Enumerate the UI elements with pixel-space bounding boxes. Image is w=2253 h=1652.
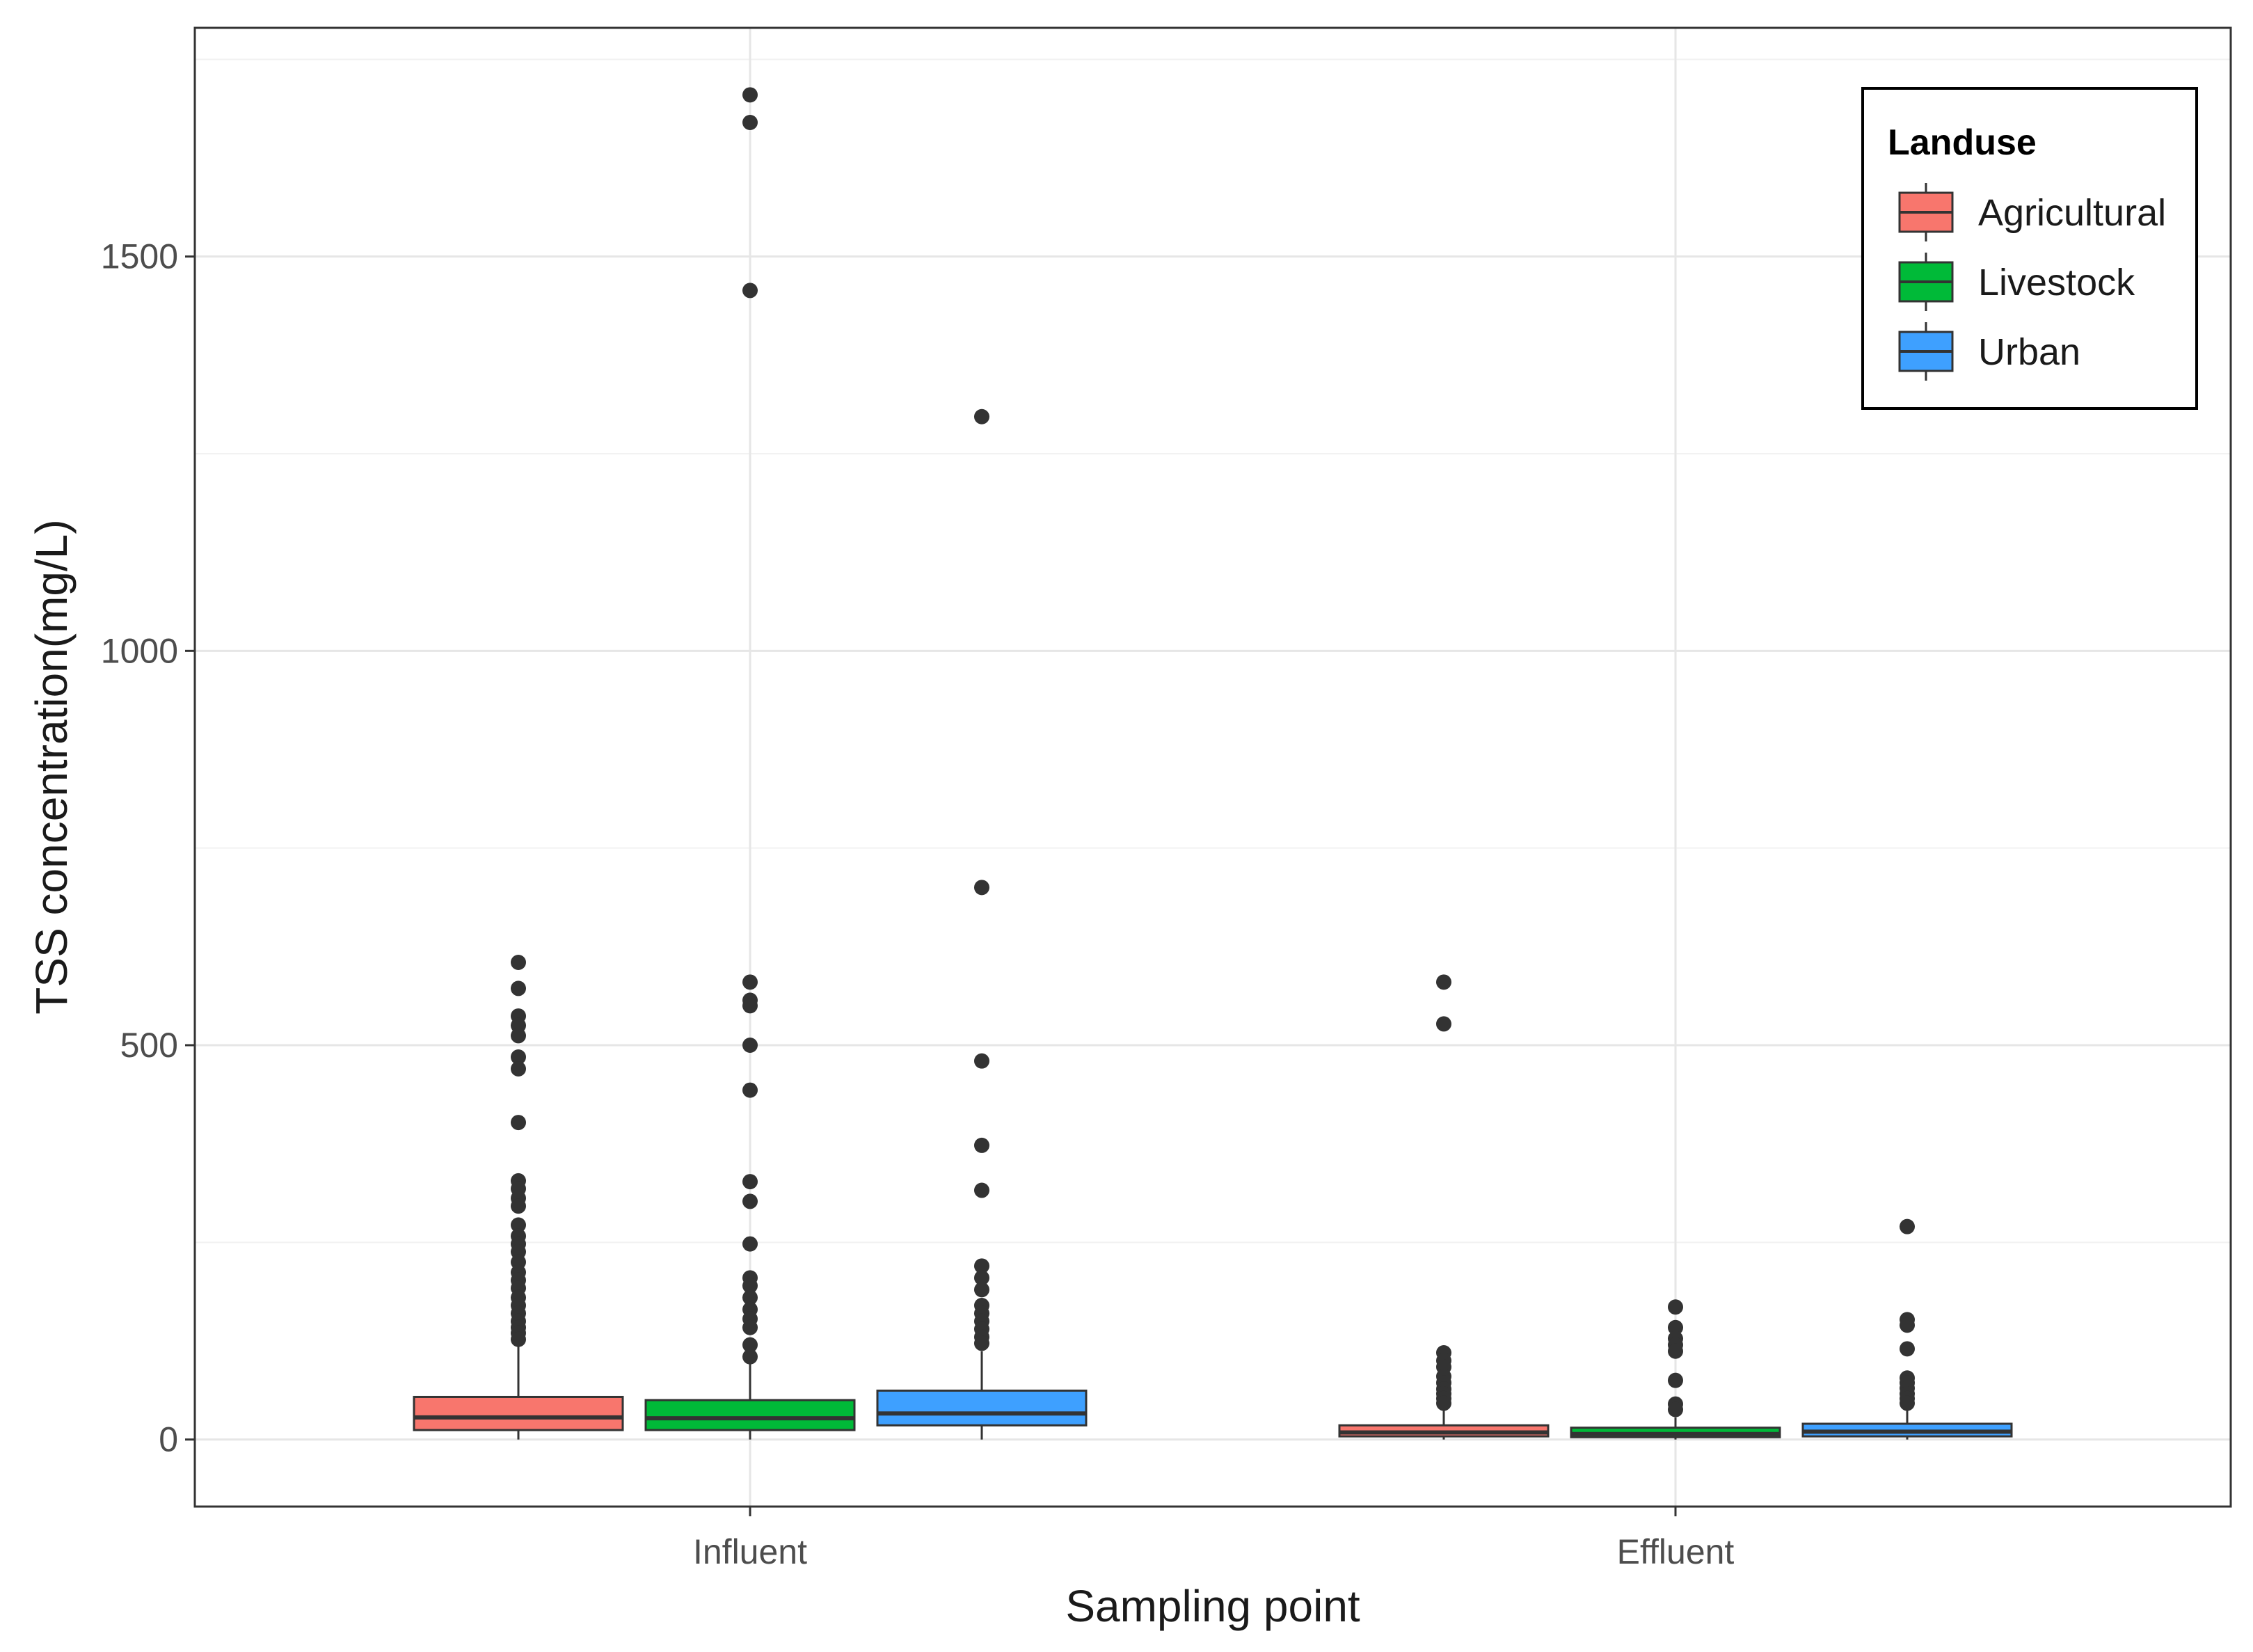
outlier-point <box>511 1028 526 1044</box>
legend-entry-agricultural: Agricultural <box>1898 183 2166 241</box>
box-agricultural-effluent <box>1338 974 1550 1440</box>
outlier-point <box>742 1038 758 1053</box>
y-tick-label: 1500 <box>101 237 178 276</box>
outlier-point <box>742 1289 758 1305</box>
box-iqr <box>644 1399 856 1431</box>
outlier-point <box>742 1337 758 1353</box>
outlier-point <box>511 1331 526 1347</box>
outlier-point <box>742 87 758 103</box>
outlier-point <box>1668 1299 1683 1315</box>
outlier-point <box>742 115 758 130</box>
legend-entry-urban: Urban <box>1898 322 2080 381</box>
box-urban-influent <box>876 408 1088 1440</box>
box-livestock-effluent <box>1570 1299 1781 1440</box>
outlier-point <box>1668 1319 1683 1335</box>
legend-label: Agricultural <box>1978 192 2166 234</box>
y-axis-title: TSS concentration(mg/L) <box>26 519 77 1014</box>
legend-entry-livestock: Livestock <box>1898 253 2135 311</box>
outlier-point <box>742 1278 758 1294</box>
outlier-point <box>974 1258 989 1274</box>
outlier-point <box>742 974 758 990</box>
outlier-point <box>511 1049 526 1065</box>
outlier-point <box>1900 1395 1915 1411</box>
legend-label: Livestock <box>1978 262 2135 303</box>
box-iqr <box>876 1389 1088 1427</box>
outlier-point <box>1436 1016 1451 1032</box>
outlier-point <box>511 1115 526 1131</box>
outlier-point <box>974 1053 989 1069</box>
x-axis-title: Sampling point <box>1065 1581 1360 1631</box>
y-tick-label: 1000 <box>101 631 178 670</box>
outlier-point <box>974 1270 989 1286</box>
outlier-point <box>1900 1341 1915 1357</box>
outlier-point <box>742 1319 758 1335</box>
legend: Landuse Agricultural Livestock Urban <box>1861 87 2198 410</box>
outlier-point <box>511 1217 526 1233</box>
outlier-point <box>974 1335 989 1351</box>
legend-title: Landuse <box>1888 122 2037 163</box>
minor-gridlines <box>195 58 2231 1244</box>
outlier-point <box>1668 1372 1683 1388</box>
outlier-point <box>974 1282 989 1298</box>
outlier-point <box>742 1193 758 1209</box>
outlier-point <box>1436 974 1451 990</box>
y-tick-label: 0 <box>159 1420 178 1459</box>
outlier-point <box>1436 1395 1451 1411</box>
box-groups <box>413 87 2013 1440</box>
y-tick-label: 500 <box>120 1026 178 1065</box>
y-axis: 0 500 1000 1500 <box>101 237 195 1459</box>
outlier-point <box>1668 1401 1683 1417</box>
x-axis: Influent Effluent <box>693 1507 1734 1571</box>
legend-label: Urban <box>1978 331 2080 373</box>
outlier-point <box>974 1137 989 1153</box>
outlier-point <box>511 980 526 996</box>
outlier-point <box>1900 1218 1915 1234</box>
outlier-point <box>511 1198 526 1214</box>
legend-entries: Agricultural Livestock Urban <box>1898 183 2166 381</box>
box-iqr <box>413 1395 624 1431</box>
box-agricultural-influent <box>413 955 624 1440</box>
outlier-point <box>742 998 758 1014</box>
box-urban-effluent <box>1801 1218 2013 1440</box>
outlier-point <box>1668 1343 1683 1359</box>
major-gridlines <box>195 28 2231 1507</box>
outlier-point <box>974 408 989 424</box>
panel-border <box>193 26 2232 1508</box>
x-tick-label: Effluent <box>1617 1532 1735 1571</box>
outlier-point <box>742 1349 758 1365</box>
outlier-point <box>742 283 758 299</box>
outlier-point <box>511 1061 526 1077</box>
outlier-point <box>974 1182 989 1198</box>
outlier-point <box>974 880 989 896</box>
outlier-point <box>742 1236 758 1252</box>
outlier-point <box>511 955 526 970</box>
box-livestock-influent <box>644 87 856 1440</box>
x-tick-label: Influent <box>693 1532 807 1571</box>
outlier-point <box>742 1082 758 1098</box>
outlier-point <box>742 1174 758 1190</box>
outlier-point <box>1900 1317 1915 1333</box>
